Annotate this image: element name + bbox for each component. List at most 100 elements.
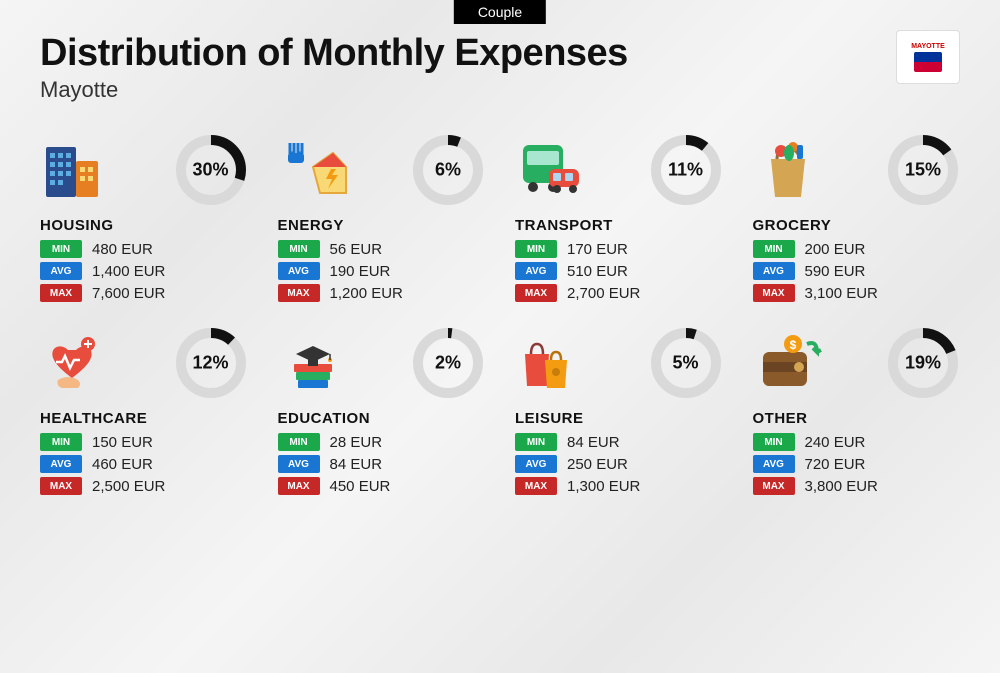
- heart-hand-icon: [40, 332, 110, 394]
- stat-max: MAX 450 EUR: [278, 477, 486, 495]
- min-value: 56 EUR: [330, 241, 383, 258]
- avg-badge: AVG: [753, 455, 795, 473]
- region-flag: MAYOTTE: [896, 30, 960, 84]
- expense-card-housing: 30% HOUSING MIN 480 EUR AVG 1,400 EUR MA…: [40, 133, 248, 306]
- max-badge: MAX: [753, 477, 795, 495]
- percent-donut: 30%: [174, 133, 248, 207]
- percent-value: 19%: [905, 353, 941, 374]
- expense-card-grocery: 15% GROCERY MIN 200 EUR AVG 590 EUR MAX …: [753, 133, 961, 306]
- stat-min: MIN 200 EUR: [753, 240, 961, 258]
- shopping-bags-icon: [515, 332, 585, 394]
- stat-min: MIN 170 EUR: [515, 240, 723, 258]
- min-value: 170 EUR: [567, 241, 628, 258]
- flag-label: MAYOTTE: [911, 43, 945, 50]
- percent-donut: 5%: [649, 326, 723, 400]
- avg-value: 84 EUR: [330, 456, 383, 473]
- expense-card-energy: 6% ENERGY MIN 56 EUR AVG 190 EUR MAX 1,2…: [278, 133, 486, 306]
- max-value: 2,700 EUR: [567, 285, 640, 302]
- stat-avg: AVG 190 EUR: [278, 262, 486, 280]
- expense-grid: 30% HOUSING MIN 480 EUR AVG 1,400 EUR MA…: [0, 113, 1000, 519]
- avg-badge: AVG: [40, 455, 82, 473]
- percent-donut: 11%: [649, 133, 723, 207]
- min-badge: MIN: [278, 240, 320, 258]
- stat-max: MAX 1,300 EUR: [515, 477, 723, 495]
- expense-card-healthcare: 12% HEALTHCARE MIN 150 EUR AVG 460 EUR M…: [40, 326, 248, 499]
- max-badge: MAX: [753, 284, 795, 302]
- avg-value: 1,400 EUR: [92, 263, 165, 280]
- percent-value: 15%: [905, 160, 941, 181]
- category-name: HEALTHCARE: [40, 410, 248, 427]
- avg-badge: AVG: [278, 262, 320, 280]
- max-badge: MAX: [278, 477, 320, 495]
- expense-card-education: 2% EDUCATION MIN 28 EUR AVG 84 EUR MAX 4…: [278, 326, 486, 499]
- stat-avg: AVG 1,400 EUR: [40, 262, 248, 280]
- min-value: 200 EUR: [805, 241, 866, 258]
- avg-badge: AVG: [515, 455, 557, 473]
- stat-max: MAX 1,200 EUR: [278, 284, 486, 302]
- avg-badge: AVG: [515, 262, 557, 280]
- stat-min: MIN 84 EUR: [515, 433, 723, 451]
- min-badge: MIN: [753, 433, 795, 451]
- category-name: TRANSPORT: [515, 217, 723, 234]
- min-badge: MIN: [40, 433, 82, 451]
- books-cap-icon: [278, 332, 348, 394]
- svg-text:$: $: [789, 338, 796, 352]
- stat-max: MAX 2,500 EUR: [40, 477, 248, 495]
- min-badge: MIN: [515, 433, 557, 451]
- percent-value: 12%: [192, 353, 228, 374]
- max-value: 1,300 EUR: [567, 478, 640, 495]
- avg-value: 460 EUR: [92, 456, 153, 473]
- min-badge: MIN: [40, 240, 82, 258]
- page-subtitle: Mayotte: [40, 77, 960, 103]
- stat-min: MIN 56 EUR: [278, 240, 486, 258]
- avg-value: 590 EUR: [805, 263, 866, 280]
- category-name: ENERGY: [278, 217, 486, 234]
- avg-value: 510 EUR: [567, 263, 628, 280]
- stat-avg: AVG 720 EUR: [753, 455, 961, 473]
- bus-car-icon: [515, 139, 585, 201]
- stat-avg: AVG 510 EUR: [515, 262, 723, 280]
- min-badge: MIN: [515, 240, 557, 258]
- house-energy-icon: [278, 139, 348, 201]
- min-badge: MIN: [753, 240, 795, 258]
- avg-badge: AVG: [40, 262, 82, 280]
- stat-max: MAX 7,600 EUR: [40, 284, 248, 302]
- expense-card-transport: 11% TRANSPORT MIN 170 EUR AVG 510 EUR MA…: [515, 133, 723, 306]
- category-name: EDUCATION: [278, 410, 486, 427]
- stat-min: MIN 480 EUR: [40, 240, 248, 258]
- stat-min: MIN 28 EUR: [278, 433, 486, 451]
- stat-avg: AVG 84 EUR: [278, 455, 486, 473]
- page-title: Distribution of Monthly Expenses: [40, 32, 960, 75]
- header: Distribution of Monthly Expenses Mayotte…: [0, 0, 1000, 113]
- percent-donut: 15%: [886, 133, 960, 207]
- min-value: 480 EUR: [92, 241, 153, 258]
- min-value: 240 EUR: [805, 434, 866, 451]
- avg-value: 720 EUR: [805, 456, 866, 473]
- min-value: 150 EUR: [92, 434, 153, 451]
- percent-value: 5%: [672, 353, 698, 374]
- min-value: 84 EUR: [567, 434, 620, 451]
- grocery-bag-icon: [753, 139, 823, 201]
- percent-value: 6%: [435, 160, 461, 181]
- stat-max: MAX 2,700 EUR: [515, 284, 723, 302]
- category-name: LEISURE: [515, 410, 723, 427]
- min-badge: MIN: [278, 433, 320, 451]
- percent-donut: 2%: [411, 326, 485, 400]
- expense-card-leisure: 5% LEISURE MIN 84 EUR AVG 250 EUR MAX 1,…: [515, 326, 723, 499]
- percent-donut: 6%: [411, 133, 485, 207]
- stat-max: MAX 3,100 EUR: [753, 284, 961, 302]
- max-value: 3,800 EUR: [805, 478, 878, 495]
- max-badge: MAX: [515, 284, 557, 302]
- max-value: 450 EUR: [330, 478, 391, 495]
- stat-avg: AVG 460 EUR: [40, 455, 248, 473]
- stat-max: MAX 3,800 EUR: [753, 477, 961, 495]
- stat-min: MIN 240 EUR: [753, 433, 961, 451]
- percent-donut: 19%: [886, 326, 960, 400]
- buildings-icon: [40, 139, 110, 201]
- avg-badge: AVG: [278, 455, 320, 473]
- stat-avg: AVG 590 EUR: [753, 262, 961, 280]
- percent-value: 30%: [192, 160, 228, 181]
- category-name: OTHER: [753, 410, 961, 427]
- max-badge: MAX: [40, 477, 82, 495]
- category-name: HOUSING: [40, 217, 248, 234]
